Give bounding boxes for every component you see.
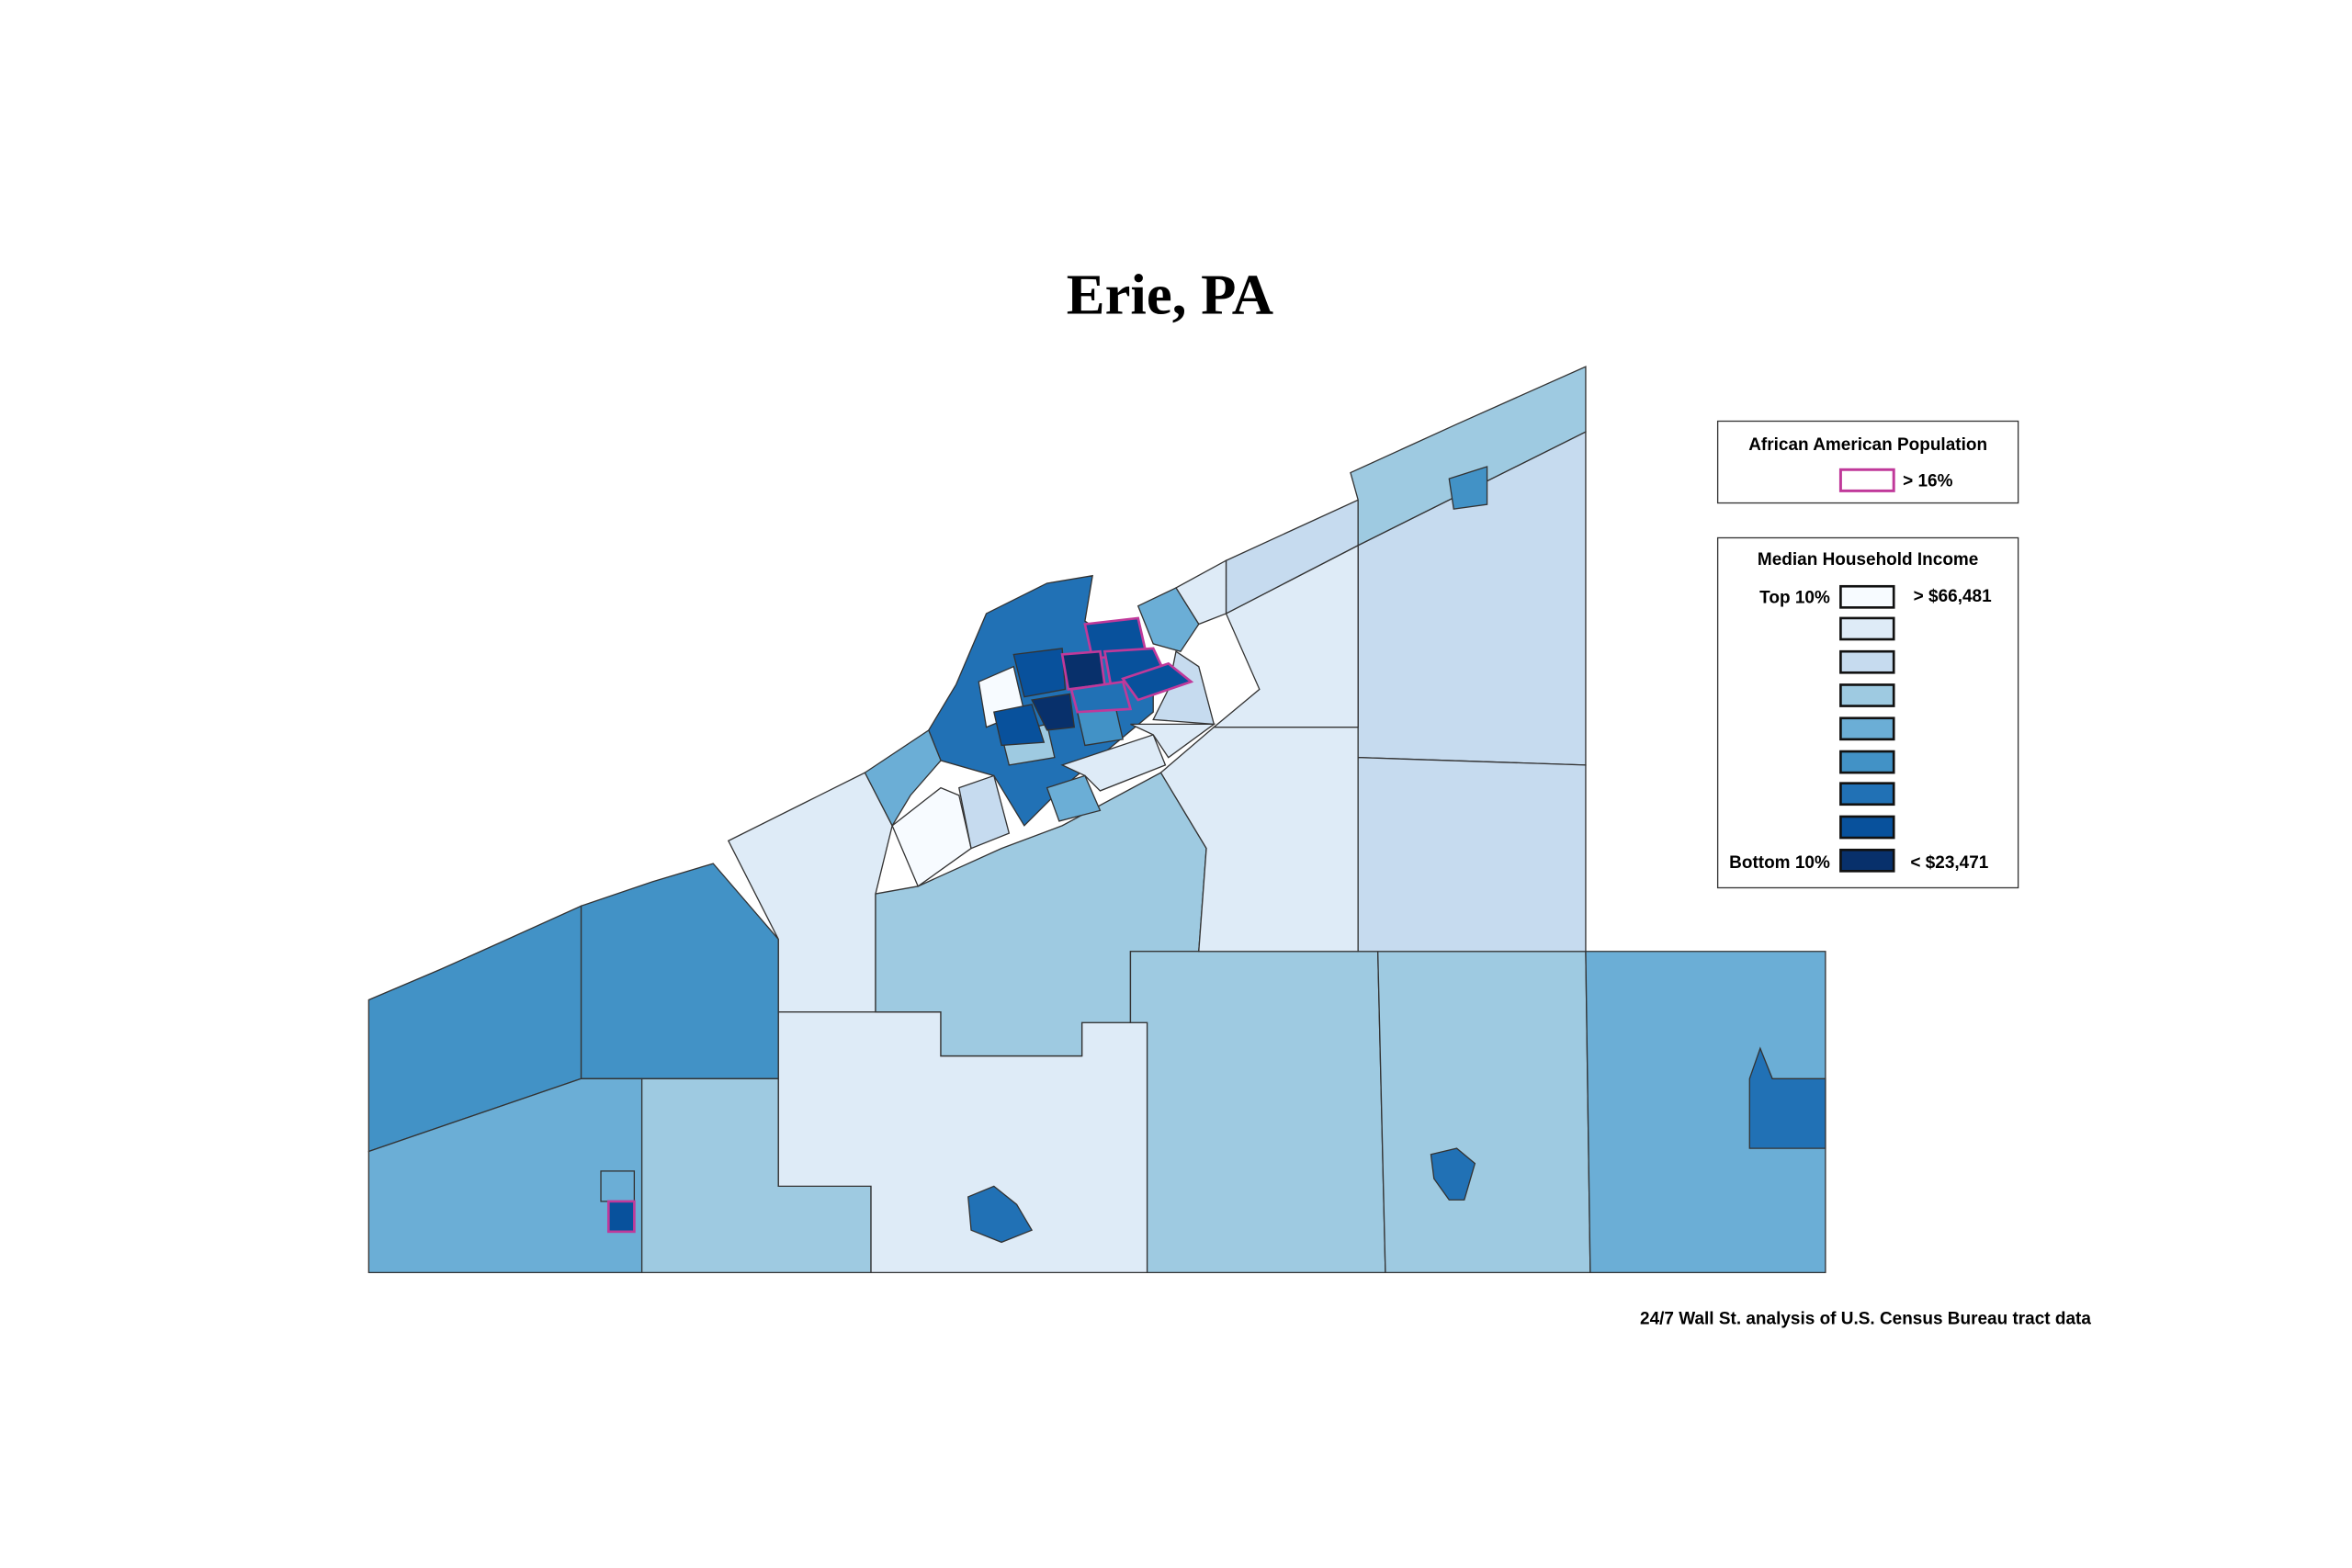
tract bbox=[1430, 1147, 1476, 1201]
legend-label: Top 10% bbox=[1759, 588, 1830, 607]
tract bbox=[1136, 587, 1200, 652]
tract bbox=[1350, 366, 1587, 547]
legend-swatch bbox=[1839, 750, 1895, 774]
legend-swatch bbox=[1839, 716, 1895, 741]
legend-swatch bbox=[1838, 468, 1895, 492]
legend-label: > $66,481 bbox=[1914, 587, 1992, 606]
tract bbox=[891, 786, 972, 887]
tract bbox=[1748, 1046, 1826, 1149]
tract bbox=[1060, 649, 1106, 691]
tract bbox=[864, 728, 942, 828]
legend-swatch bbox=[1839, 584, 1895, 609]
tract bbox=[1060, 734, 1167, 792]
tract bbox=[958, 774, 1011, 850]
legend-label: < $23,471 bbox=[1910, 853, 1988, 873]
legend-label: > 16% bbox=[1903, 471, 1952, 491]
legend-title: African American Population bbox=[1748, 435, 1987, 455]
tract bbox=[1031, 693, 1076, 731]
tract bbox=[1121, 661, 1194, 702]
tract bbox=[606, 1200, 636, 1234]
tract bbox=[1130, 723, 1216, 759]
legend-swatch bbox=[1839, 649, 1895, 674]
tract bbox=[1046, 774, 1102, 822]
legend-swatch bbox=[1839, 616, 1895, 641]
tract bbox=[1069, 680, 1133, 714]
source: 24/7 Wall St. analysis of U.S. Census Bu… bbox=[1640, 1309, 2091, 1328]
tract bbox=[600, 1170, 636, 1202]
legend-title: Median Household Income bbox=[1758, 550, 1978, 570]
tract bbox=[1376, 951, 1591, 1274]
legend-swatch bbox=[1839, 815, 1895, 840]
legend-label: Bottom 10% bbox=[1729, 853, 1830, 873]
legend-swatch bbox=[1839, 848, 1895, 873]
tract bbox=[1357, 756, 1587, 953]
map-title: Erie, PA bbox=[1067, 262, 1273, 326]
legend-population: African American Population > 16% bbox=[1716, 420, 2019, 504]
tract bbox=[993, 704, 1046, 747]
tract bbox=[1012, 648, 1067, 698]
map bbox=[368, 366, 1826, 1274]
legend-income: Median Household Income Top 10% > $66,48… bbox=[1716, 536, 2019, 889]
tract bbox=[967, 1185, 1034, 1244]
tract bbox=[1129, 951, 1386, 1274]
tract bbox=[1585, 951, 1826, 1274]
tract bbox=[1448, 466, 1488, 510]
legend-swatch bbox=[1839, 782, 1895, 807]
legend-swatch bbox=[1839, 683, 1895, 707]
